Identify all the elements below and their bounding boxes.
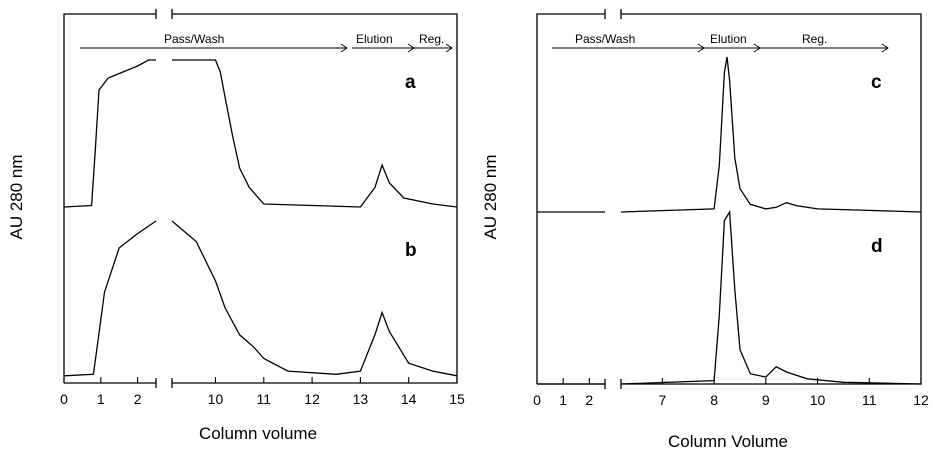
x-tick-label: 0: [60, 391, 68, 407]
phase-label: Pass/Wash: [164, 32, 224, 46]
trace-label-c: c: [871, 72, 882, 93]
phase-label: Reg.: [802, 32, 827, 46]
trace-label-a: a: [405, 72, 416, 93]
trace-d: [537, 209, 922, 385]
phase-label: Elution: [356, 32, 393, 46]
x-tick-label: 9: [762, 392, 770, 408]
trace-c: [537, 56, 922, 213]
x-tick-label: 2: [585, 392, 593, 408]
x-axis-label: Column Volume: [668, 432, 788, 451]
x-tick-label: 10: [208, 391, 224, 407]
y-axis-label: AU 280 nm: [481, 154, 500, 239]
phase-label: Elution: [710, 32, 747, 46]
phase-arrow: [412, 43, 453, 53]
x-tick-label: 11: [862, 392, 877, 408]
x-tick-label: 7: [658, 392, 666, 408]
x-tick-label: 15: [449, 391, 465, 407]
x-tick-label: 10: [810, 392, 826, 408]
y-axis-label: AU 280 nm: [7, 154, 26, 239]
phase-arrow: [80, 43, 348, 53]
x-tick-label: 1: [559, 392, 567, 408]
x-tick-label: 0: [533, 392, 541, 408]
axes-frame: [63, 13, 458, 384]
x-tick-label: 8: [710, 392, 718, 408]
phase-arrow: [757, 43, 889, 53]
x-tick-label: 13: [353, 391, 369, 407]
phase-label: Reg.: [419, 32, 444, 46]
phase-label: Pass/Wash: [575, 32, 635, 46]
x-axis-label: Column volume: [199, 424, 317, 443]
trace-label-d: d: [871, 236, 883, 257]
x-tick-label: 1: [97, 391, 105, 407]
x-tick-label: 14: [401, 391, 417, 407]
x-tick-label: 2: [134, 391, 142, 407]
trace-b: [63, 220, 458, 377]
x-tick-label: 11: [257, 391, 272, 407]
x-tick-label: 12: [913, 392, 929, 408]
x-tick-label: 12: [304, 391, 320, 407]
trace-label-b: b: [405, 240, 417, 261]
trace-a: [63, 59, 458, 208]
